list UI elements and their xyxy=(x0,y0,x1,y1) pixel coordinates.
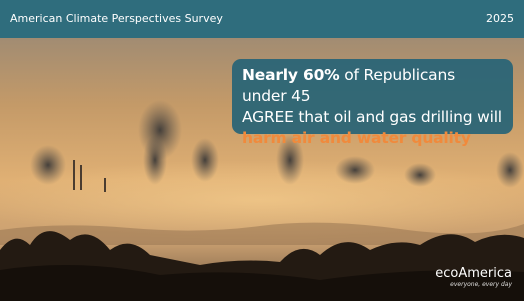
callout-box: Nearly 60% of Republicans under 45 AGREE… xyxy=(232,59,513,134)
survey-title: American Climate Perspectives Survey xyxy=(10,12,223,25)
logo-tagline: everyone, every day xyxy=(435,281,512,288)
background-photo xyxy=(0,0,524,301)
social-card: American Climate Perspectives Survey 202… xyxy=(0,0,524,301)
survey-year: 2025 xyxy=(486,12,514,25)
callout-text: AGREE that oil and gas drilling will xyxy=(242,108,502,126)
header-bar: American Climate Perspectives Survey 202… xyxy=(0,0,524,38)
callout-emphasis: harm air and water quality xyxy=(242,129,471,147)
callout-highlight: Nearly 60% xyxy=(242,66,340,84)
logo: ecoAmerica everyone, every day xyxy=(435,267,512,288)
logo-name: ecoAmerica xyxy=(435,267,512,281)
